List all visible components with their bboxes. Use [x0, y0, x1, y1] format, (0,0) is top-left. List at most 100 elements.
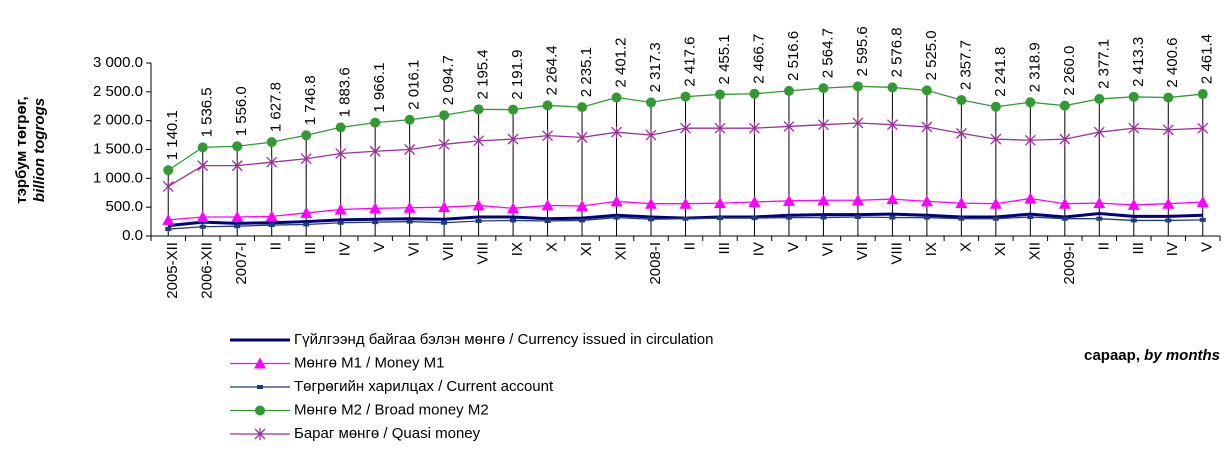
x-tick-label: IX [509, 242, 526, 256]
x-tick-label: 2009-I [1061, 242, 1078, 285]
marker [255, 405, 265, 416]
marker [268, 223, 275, 228]
x-tick-label: II [268, 242, 285, 250]
marker [369, 202, 382, 214]
data-label: 2 417.6 [681, 37, 698, 87]
marker [1199, 217, 1206, 222]
marker [713, 197, 726, 209]
marker [714, 89, 725, 100]
x-tick-label: X [544, 242, 561, 252]
marker [300, 152, 312, 165]
marker [1128, 122, 1140, 135]
x-tick-label: V [1199, 242, 1216, 252]
data-label: 2 094.7 [440, 55, 457, 105]
y-tick-label: 1 000.0 [93, 169, 143, 186]
marker [716, 216, 723, 221]
marker [1197, 122, 1209, 135]
marker [507, 133, 519, 146]
marker [1093, 126, 1105, 139]
marker [162, 213, 175, 225]
marker [473, 104, 484, 115]
marker [680, 91, 691, 102]
marker [820, 215, 827, 220]
marker [404, 114, 415, 125]
marker [923, 215, 930, 220]
data-label: 1 627.8 [268, 82, 285, 132]
marker [197, 142, 208, 153]
x-tick-label: 2005-XII [164, 242, 181, 299]
marker [852, 116, 864, 129]
data-label: 1 746.8 [302, 75, 319, 125]
data-label: 1 140.1 [164, 110, 181, 160]
marker [254, 357, 266, 369]
y-tick-label: 3 000.0 [93, 54, 143, 71]
marker [648, 217, 655, 222]
marker [782, 194, 795, 206]
data-label: 2 595.6 [854, 26, 871, 76]
marker [472, 199, 485, 211]
marker [231, 210, 244, 222]
marker [1165, 218, 1172, 223]
data-label: 2 401.2 [613, 37, 630, 87]
marker [475, 219, 482, 224]
marker [1163, 92, 1174, 103]
marker [576, 131, 588, 144]
marker [370, 117, 381, 128]
marker [1059, 133, 1071, 146]
marker [301, 130, 312, 141]
marker [955, 127, 967, 140]
data-label: 2 016.1 [406, 60, 423, 110]
marker [257, 385, 263, 389]
x-tick-label: XII [613, 242, 630, 260]
marker [785, 215, 792, 220]
marker [1061, 216, 1068, 221]
marker [992, 216, 999, 221]
x-tick-label: IX [923, 242, 940, 256]
marker [579, 218, 586, 223]
marker [1096, 216, 1103, 221]
data-label: 2 461.4 [1199, 34, 1216, 84]
marker [1094, 93, 1105, 104]
marker [1197, 89, 1208, 100]
x-axis-label: сараар, by months [1084, 347, 1220, 364]
marker [231, 159, 243, 172]
marker [645, 197, 658, 209]
data-label: 1 536.5 [199, 87, 216, 137]
marker [1130, 218, 1137, 223]
marker [473, 134, 485, 147]
marker [818, 83, 829, 94]
marker [886, 118, 898, 131]
marker [611, 126, 622, 139]
marker [439, 110, 450, 121]
marker [958, 216, 965, 221]
legend-label: Гүйлгээнд байгаа бэлэн мөнгө / Currency … [294, 331, 713, 348]
data-label: 1 966.1 [371, 63, 388, 113]
marker [921, 121, 933, 134]
marker [955, 197, 968, 209]
marker [817, 118, 829, 131]
marker [854, 214, 861, 219]
marker [541, 199, 554, 211]
data-label: 2 195.4 [475, 49, 492, 99]
marker [165, 227, 172, 232]
marker [886, 193, 899, 205]
legend-label: Мөнгө М1 / Money M1 [294, 354, 444, 371]
data-label: 2 357.7 [957, 40, 974, 90]
y-tick-label: 2 500.0 [93, 83, 143, 100]
x-axis-label-part: by months [1144, 347, 1220, 364]
marker [990, 133, 1002, 146]
marker [646, 97, 657, 108]
data-label: 2 377.1 [1095, 39, 1112, 89]
marker [232, 141, 243, 152]
x-tick-label: XII [1026, 242, 1043, 260]
marker [749, 88, 760, 99]
x-tick-label: XI [578, 242, 595, 256]
marker [510, 218, 517, 223]
marker [372, 220, 379, 225]
x-tick-label: VIII [888, 242, 905, 265]
marker [438, 138, 450, 151]
x-tick-label: VI [819, 242, 836, 256]
marker [1059, 100, 1070, 111]
data-label: 2 525.0 [923, 30, 940, 80]
x-tick-label: VII [854, 242, 871, 260]
